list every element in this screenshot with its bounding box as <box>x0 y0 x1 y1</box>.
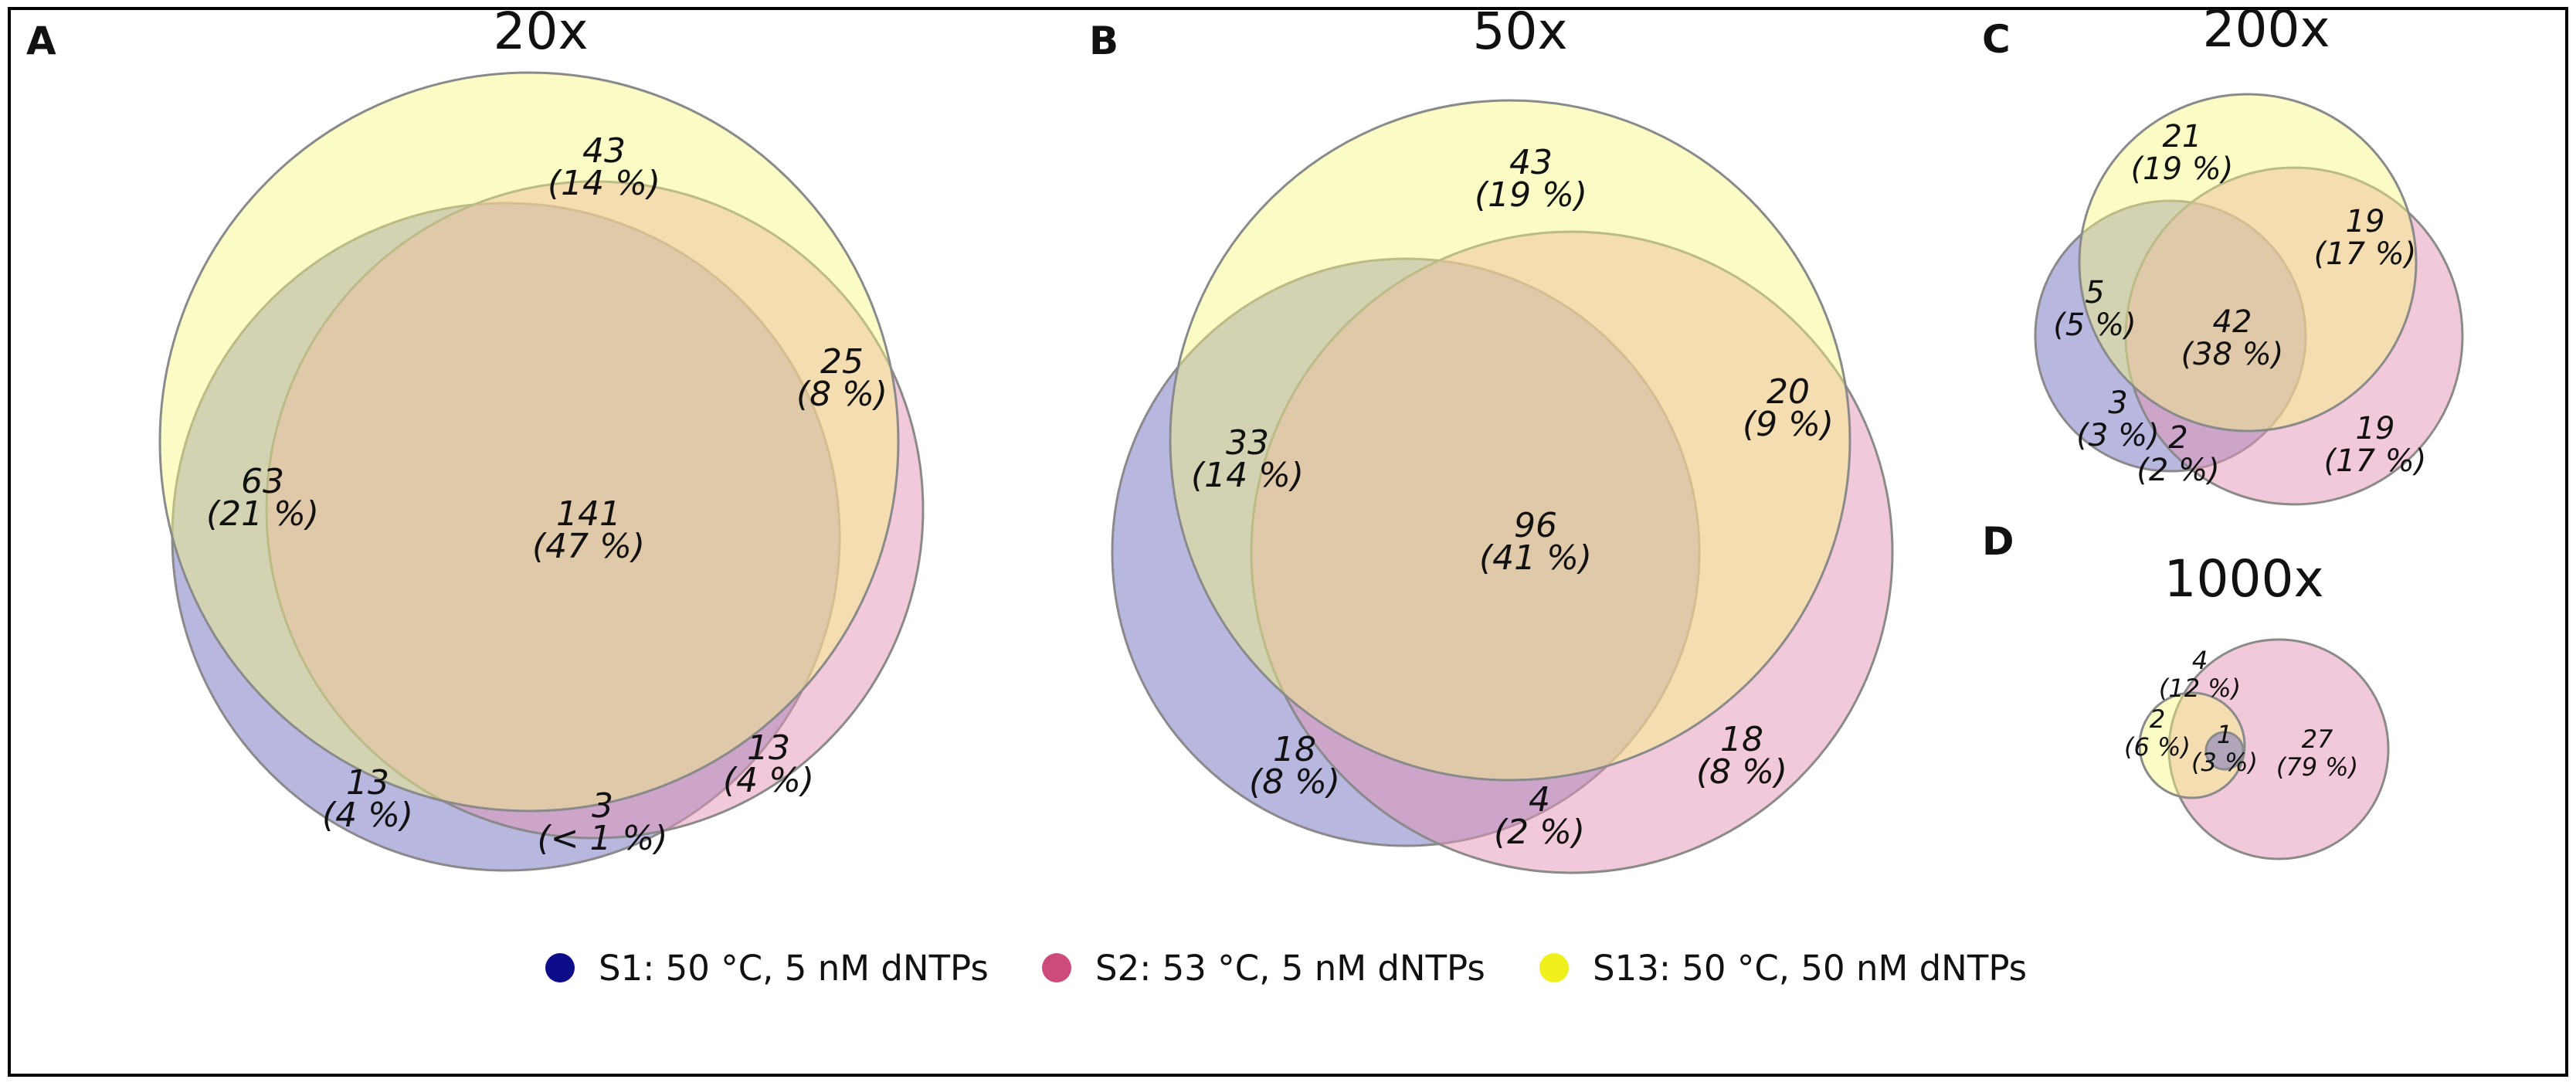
panel-d-region-all: 1 (3 %) <box>2191 720 2258 777</box>
panel-d-s2-circle <box>2167 638 2390 860</box>
panel-b-region-s1-only: 18 (8 %) <box>1249 730 1340 802</box>
legend-label-s1: S1: 50 °C, 5 nM dNTPs <box>599 948 989 989</box>
panel-a: A 20x 43 (14 %) 25 (8 %) 63 (21 %) 141 (47 %… <box>26 2 925 872</box>
panel-d-s13-circle <box>2138 691 2246 799</box>
legend-marker-s2 <box>1042 953 1071 982</box>
legend-marker-s1 <box>545 953 575 982</box>
panel-a-s2-circle <box>265 180 925 840</box>
panel-b: B 50x 43 (19 %) 20 (9 %) 33 (14 %) 96 (41 %)… <box>1089 2 1894 874</box>
panel-d: D 1000x 4 (12 %) 2 (6 %) 1 (3 %) 27 (79 %) <box>1982 519 2390 860</box>
legend-label-s2: S2: 53 °C, 5 nM dNTPs <box>1095 948 1485 989</box>
panel-c-title: 200x <box>2202 0 2330 59</box>
panel-a-region-s2-s13: 25 (8 %) <box>796 342 888 414</box>
panel-d-region-s13-only: 2 (6 %) <box>2124 704 2191 762</box>
panel-b-s13-circle <box>1169 99 1851 782</box>
panel-d-s1-circle <box>2204 731 2245 771</box>
panel-b-s2-circle <box>1250 230 1894 874</box>
panel-c-region-s13-only: 21 (19 %) <box>2131 119 2234 187</box>
panel-a-s13-circle <box>158 71 900 813</box>
panel-b-region-s1-s13: 33 (14 %) <box>1191 423 1304 495</box>
legend-marker-s13 <box>1539 953 1569 982</box>
panel-a-region-s2-only: 13 (4 %) <box>723 728 814 800</box>
panel-c-region-s1-only: 3 (3 %) <box>2076 385 2159 453</box>
panel-c-s2-circle <box>2124 166 2464 506</box>
panel-b-region-s1-s2: 4 (2 %) <box>1494 780 1585 852</box>
panel-b-letter: B <box>1089 19 1118 63</box>
panel-a-region-s1-s2: 3 (< 1 %) <box>538 786 668 858</box>
panel-d-region-s2-only: 27 (79 %) <box>2276 725 2358 782</box>
panel-a-region-all: 141 (47 %) <box>532 494 645 566</box>
panel-c-region-s1-s2: 2 (2 %) <box>2136 420 2219 488</box>
panel-a-region-s1-only: 13 (4 %) <box>322 763 413 835</box>
panel-a-region-s13-only: 43 (14 %) <box>548 131 660 203</box>
legend: S1: 50 °C, 5 nM dNTPs S2: 53 °C, 5 nM dN… <box>545 948 2027 989</box>
panel-c-region-s1-s13: 5 (5 %) <box>2053 275 2136 343</box>
panel-b-region-s13-only: 43 (19 %) <box>1475 143 1587 215</box>
panel-c-region-s2-s13: 19 (17 %) <box>2314 204 2417 272</box>
panel-c-region-s2-only: 19 (17 %) <box>2324 411 2427 479</box>
panel-d-letter: D <box>1982 519 2014 564</box>
panel-a-title: 20x <box>493 2 588 61</box>
panel-b-region-all: 96 (41 %) <box>1479 506 1592 578</box>
panel-c: C 200x 21 (19 %) 19 (17 %) 5 (5 %) 42 (38 %)… <box>1982 0 2464 506</box>
panel-a-region-s1-s13: 63 (21 %) <box>206 462 319 534</box>
panel-c-letter: C <box>1982 17 2011 62</box>
panel-b-region-s2-s13: 20 (9 %) <box>1743 372 1834 444</box>
legend-label-s13: S13: 50 °C, 50 nM dNTPs <box>1593 948 2027 989</box>
panel-a-letter: A <box>26 19 56 63</box>
panel-c-region-all: 42 (38 %) <box>2181 304 2284 372</box>
panel-b-title: 50x <box>1472 2 1567 61</box>
panel-c-s13-circle <box>2078 93 2418 433</box>
panel-b-region-s2-only: 18 (8 %) <box>1696 720 1787 792</box>
panel-d-region-s13-s2: 4 (12 %) <box>2159 646 2241 703</box>
panel-d-title: 1000x <box>2164 549 2323 609</box>
